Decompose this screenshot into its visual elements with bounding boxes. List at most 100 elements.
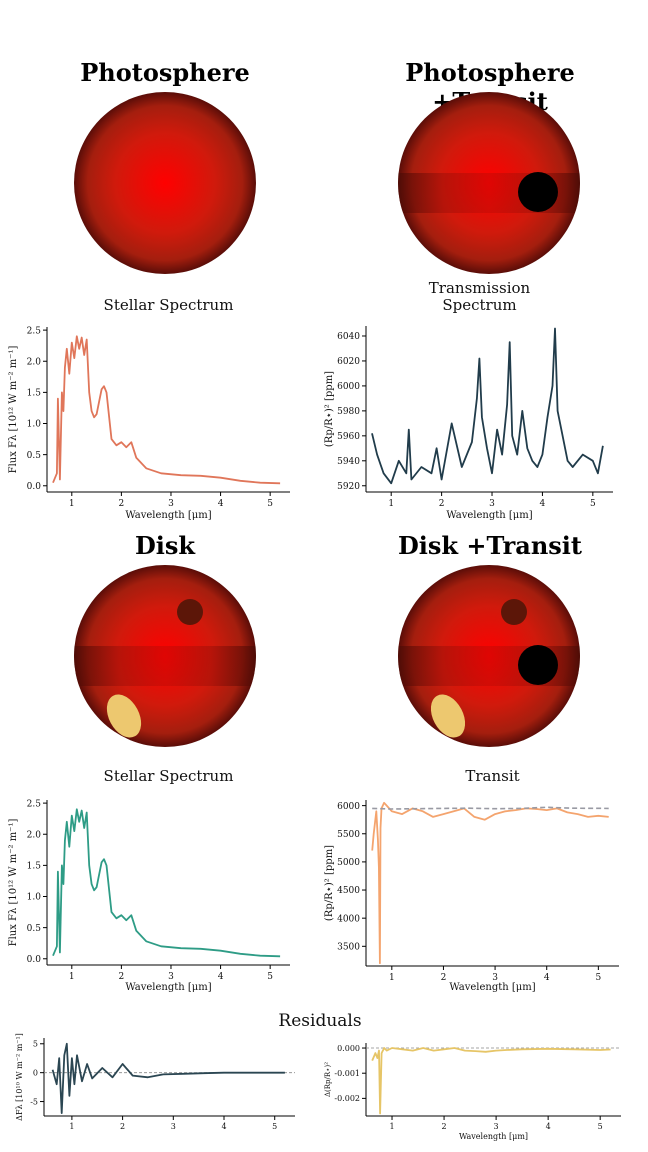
x-tick-label: 1 [388, 499, 394, 509]
x-tick-label: 2 [120, 1122, 125, 1131]
y-tick-label: 0.0 [27, 955, 42, 965]
x-tick-label: 4 [221, 1122, 226, 1131]
y-tick-label: 1.0 [27, 893, 42, 903]
y-tick-label: 2.5 [27, 326, 42, 336]
x-tick-label: 1 [389, 1122, 394, 1131]
y-tick-label: 0.5 [27, 451, 42, 461]
starspot [177, 599, 203, 625]
series-line-flux [52, 335, 281, 485]
y-tick-label: 6000 [337, 802, 360, 812]
y-tick-label: 6020 [337, 357, 360, 367]
series-line-residual [51, 1042, 285, 1114]
y-tick-label: 5920 [337, 482, 360, 492]
y-tick-label: 4000 [337, 914, 360, 924]
chart-residuals_transit: 1 2 3 4 5 0.000 -0.001 -0.002 Wavelength [μm] Δ(R… [324, 1043, 621, 1141]
x-tick-label: 2 [441, 973, 447, 983]
x-tick-label: 5 [272, 1122, 277, 1131]
x-tick-label: 3 [489, 499, 495, 509]
x-tick-label: 5 [590, 499, 596, 509]
y-tick-label: 3500 [337, 942, 360, 952]
y-tick-label: 5500 [337, 830, 360, 840]
chart-title: Stellar Spectrum [104, 767, 234, 785]
y-axis-label: ΔFλ [10¹⁰ W m⁻² m⁻¹] [15, 1033, 24, 1121]
y-tick-label: 0.0 [27, 482, 42, 492]
chart-title: Transit [465, 767, 519, 785]
star-photosphere [74, 92, 256, 274]
y-axis-label: Flux Fλ [10¹² W m⁻² m⁻¹] [8, 346, 19, 474]
x-tick-label: 3 [171, 1122, 176, 1131]
chart-stellar_spectrum_disk: Stellar Spectrum 1 2 3 4 5 0.0 0.5 1.0 1.5 2.0 2.5 W… [8, 767, 290, 993]
planet [518, 645, 558, 685]
x-axis-label: Wavelength [μm] [125, 982, 211, 993]
y-tick-label: 6040 [337, 332, 360, 342]
series-line-residual [371, 1047, 611, 1115]
disk-band [74, 646, 256, 686]
starspot [501, 599, 527, 625]
x-tick-label: 2 [119, 972, 125, 982]
y-tick-label: 4500 [337, 886, 360, 896]
title-disk-transit: Disk +Transit [397, 531, 582, 560]
title-photosphere: Photosphere [80, 58, 250, 87]
x-tick-label: 3 [168, 972, 174, 982]
x-tick-label: 1 [69, 972, 75, 982]
x-tick-label: 1 [69, 499, 75, 509]
x-tick-label: 2 [119, 499, 125, 509]
chart-title: Transmission Spectrum [429, 279, 531, 314]
y-tick-label: -0.001 [334, 1069, 360, 1078]
chart-transit: Transit 1 2 3 4 5 3500 4000 4500 5000 5500 6000 Wave… [324, 767, 619, 993]
x-tick-label: 3 [494, 1122, 499, 1131]
x-tick-label: 5 [267, 972, 273, 982]
y-tick-label: 6000 [337, 382, 360, 392]
y-tick-label: 5960 [337, 432, 360, 442]
y-tick-label: 2.0 [27, 830, 42, 840]
y-tick-label: 2.5 [27, 799, 42, 809]
x-tick-label: 2 [442, 1122, 447, 1131]
x-tick-label: 4 [218, 499, 224, 509]
y-axis-label: Δ(Rp/R⋆)² [324, 1062, 332, 1097]
chart-transmission_spectrum: Transmission Spectrum 1 2 3 4 5 5920 5940 5960 598… [324, 279, 613, 521]
y-axis-label: Flux Fλ [10¹² W m⁻² m⁻¹] [8, 819, 19, 947]
chart-residuals_flux: 1 2 3 4 5 -5 0 5 ΔFλ [10¹⁰ W m⁻² m⁻¹] [15, 1033, 295, 1131]
y-tick-label: 0.5 [27, 924, 42, 934]
facula [106, 694, 142, 738]
y-tick-label: 1.5 [27, 862, 42, 872]
y-tick-label: -5 [30, 1097, 38, 1106]
planet [518, 172, 558, 212]
series-line-photosphere_transit [372, 806, 609, 810]
y-tick-label: 5940 [337, 457, 360, 467]
x-axis-label: Wavelength [μm] [449, 982, 535, 993]
facula [430, 694, 466, 738]
x-tick-label: 4 [540, 499, 546, 509]
y-tick-label: 1.5 [27, 389, 42, 399]
x-tick-label: 1 [69, 1122, 74, 1131]
x-tick-label: 3 [492, 973, 498, 983]
y-tick-label: 1.0 [27, 420, 42, 430]
residuals-title: Residuals [278, 1011, 362, 1031]
x-tick-label: 5 [598, 1122, 603, 1131]
chart-title: Stellar Spectrum [104, 296, 234, 314]
series-line-transit [371, 801, 609, 965]
y-tick-label: 0 [33, 1068, 38, 1077]
x-axis-label: Wavelength [μm] [459, 1132, 528, 1141]
y-tick-label: 5000 [337, 858, 360, 868]
y-tick-label: 5 [33, 1040, 38, 1049]
series-line-depth [371, 327, 604, 485]
chart-stellar_spectrum_photosphere: Stellar Spectrum 1 2 3 4 5 0.0 0.5 1.0 1.5 2.0 2.5 W… [8, 296, 290, 521]
x-axis-label: Wavelength [μm] [446, 510, 532, 521]
y-tick-label: 5980 [337, 407, 360, 417]
y-axis-label: (Rp/R⋆)² [ppm] [324, 371, 335, 447]
x-tick-label: 3 [168, 499, 174, 509]
x-tick-label: 1 [389, 973, 395, 983]
x-tick-label: 4 [544, 973, 550, 983]
x-axis-label: Wavelength [μm] [125, 510, 211, 521]
series-line-flux [52, 808, 281, 958]
y-tick-label: 0.000 [337, 1044, 360, 1053]
x-tick-label: 4 [218, 972, 224, 982]
y-axis-label: (Rp/R⋆)² [ppm] [324, 845, 335, 921]
x-tick-label: 5 [595, 973, 601, 983]
x-tick-label: 2 [439, 499, 445, 509]
y-tick-label: 2.0 [27, 357, 42, 367]
y-tick-label: -0.002 [334, 1094, 360, 1103]
